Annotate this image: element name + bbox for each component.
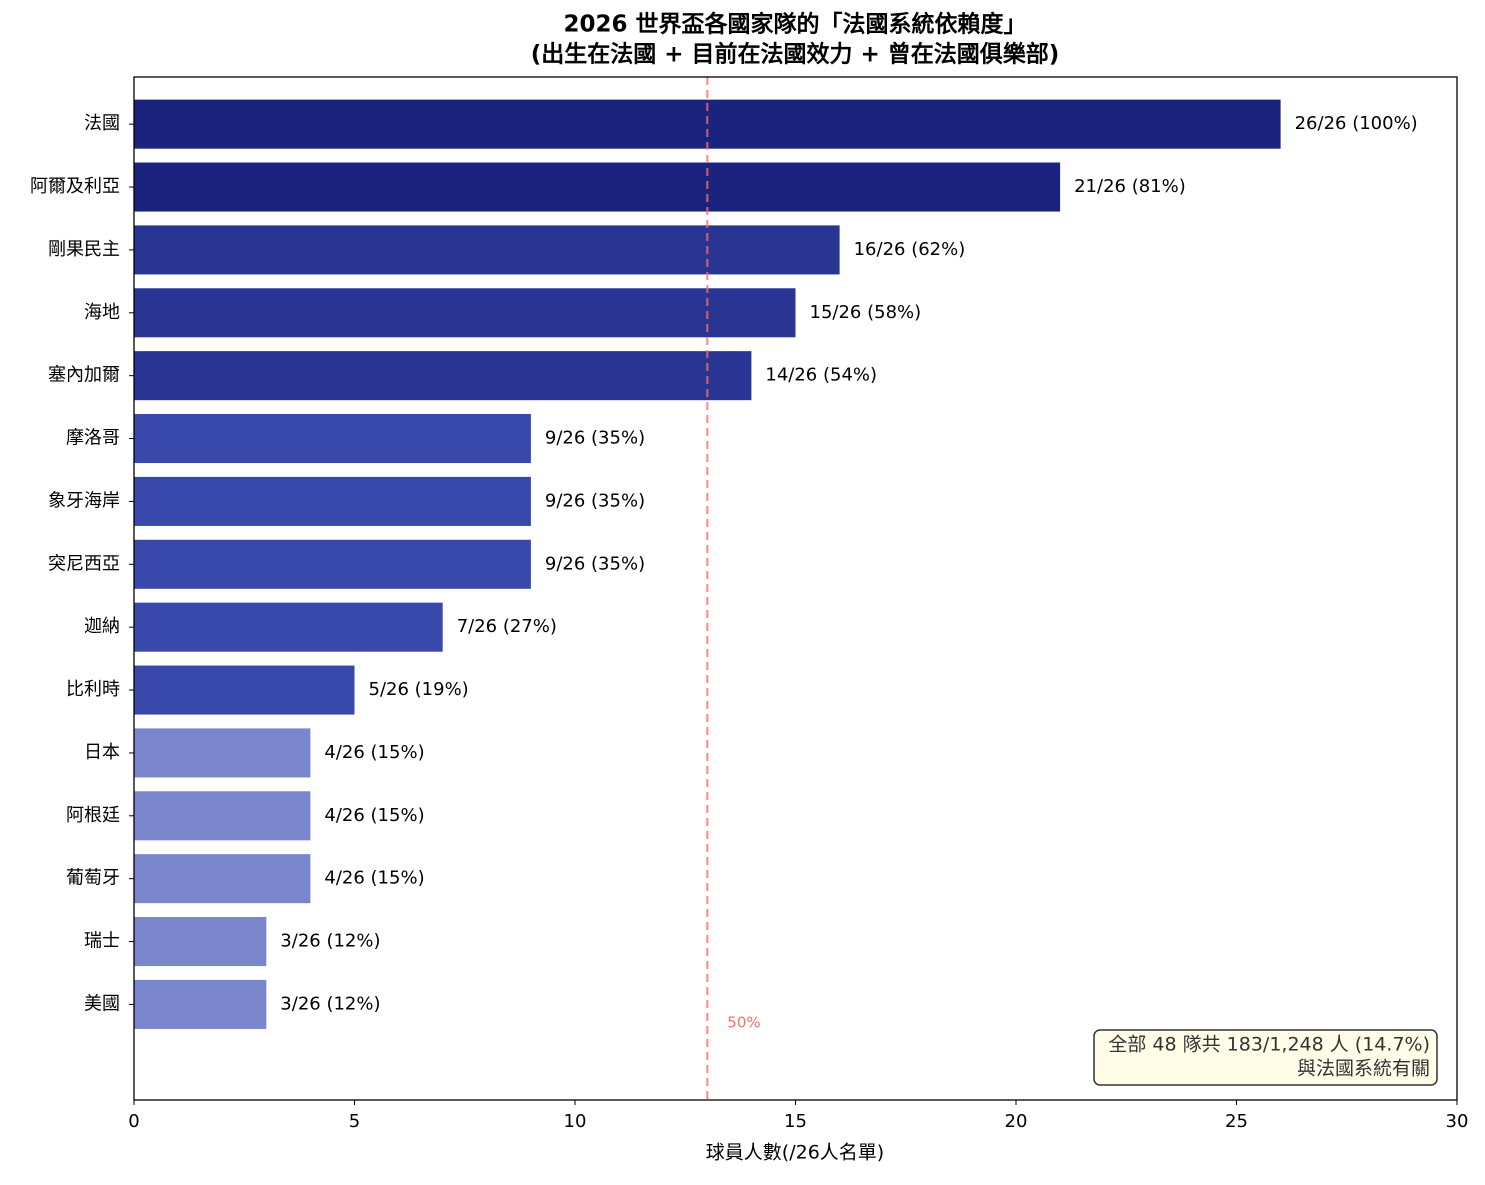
bar xyxy=(134,665,355,715)
data-label: 16/26 (62%) xyxy=(854,239,966,260)
data-label: 15/26 (58%) xyxy=(810,302,922,323)
bar xyxy=(134,854,311,904)
chart-title: (出生在法國 + 目前在法國效力 + 曾在法國俱樂部) xyxy=(531,41,1060,68)
bar xyxy=(134,476,531,526)
data-label: 3/26 (12%) xyxy=(280,931,380,952)
annotation-box xyxy=(1093,1029,1438,1086)
y-tick-label: 塞內加爾 xyxy=(48,365,120,386)
data-label: 9/26 (35%) xyxy=(545,553,645,574)
bar xyxy=(134,414,531,464)
x-tick-label: 5 xyxy=(349,1111,360,1132)
reference-label: 50% xyxy=(727,1014,760,1032)
data-label: 14/26 (54%) xyxy=(765,365,877,386)
bar xyxy=(134,917,267,967)
data-label: 26/26 (100%) xyxy=(1295,113,1418,134)
bar xyxy=(134,728,311,778)
x-tick-label: 20 xyxy=(1005,1111,1028,1132)
bar xyxy=(134,351,752,401)
y-tick-label: 法國 xyxy=(84,113,120,134)
data-label: 9/26 (35%) xyxy=(545,428,645,449)
data-label: 4/26 (15%) xyxy=(324,742,424,763)
bar xyxy=(134,979,267,1029)
data-label: 4/26 (15%) xyxy=(324,868,424,889)
x-tick-label: 0 xyxy=(128,1111,139,1132)
bar xyxy=(134,539,531,589)
x-tick-label: 15 xyxy=(784,1111,807,1132)
y-tick-label: 瑞士 xyxy=(84,931,120,952)
y-tick-label: 迦納 xyxy=(84,616,120,637)
x-tick-label: 10 xyxy=(564,1111,587,1132)
data-label: 21/26 (81%) xyxy=(1074,176,1186,197)
bar xyxy=(134,225,840,275)
y-tick-label: 海地 xyxy=(84,302,120,323)
x-axis-label: 球員人數(/26人名單) xyxy=(706,1142,884,1164)
data-label: 7/26 (27%) xyxy=(457,616,557,637)
bar xyxy=(134,602,443,652)
data-label: 3/26 (12%) xyxy=(280,993,380,1014)
data-label: 5/26 (19%) xyxy=(369,679,469,700)
y-tick-label: 剛果民主 xyxy=(48,239,120,260)
y-tick-label: 摩洛哥 xyxy=(66,428,120,449)
chart-title: 2026 世界盃各國家隊的「法國系統依賴度」 xyxy=(563,11,1026,38)
y-tick-label: 日本 xyxy=(84,742,120,763)
bar xyxy=(134,288,796,338)
annotation-text: 全部 48 隊共 183/1,248 人 (14.7%) xyxy=(1108,1034,1430,1056)
y-tick-label: 突尼西亞 xyxy=(48,553,120,574)
y-tick-label: 象牙海岸 xyxy=(48,490,120,511)
y-tick-label: 阿爾及利亞 xyxy=(30,176,120,197)
bar xyxy=(134,791,311,841)
bar xyxy=(134,162,1061,212)
x-tick-label: 30 xyxy=(1446,1111,1469,1132)
data-label: 9/26 (35%) xyxy=(545,490,645,511)
y-tick-label: 阿根廷 xyxy=(66,805,120,826)
data-label: 4/26 (15%) xyxy=(324,805,424,826)
x-tick-label: 25 xyxy=(1225,1111,1248,1132)
y-tick-label: 美國 xyxy=(84,993,120,1014)
annotation-text: 與法國系統有關 xyxy=(1297,1058,1430,1080)
y-tick-label: 葡萄牙 xyxy=(66,868,120,889)
y-tick-label: 比利時 xyxy=(66,679,120,700)
